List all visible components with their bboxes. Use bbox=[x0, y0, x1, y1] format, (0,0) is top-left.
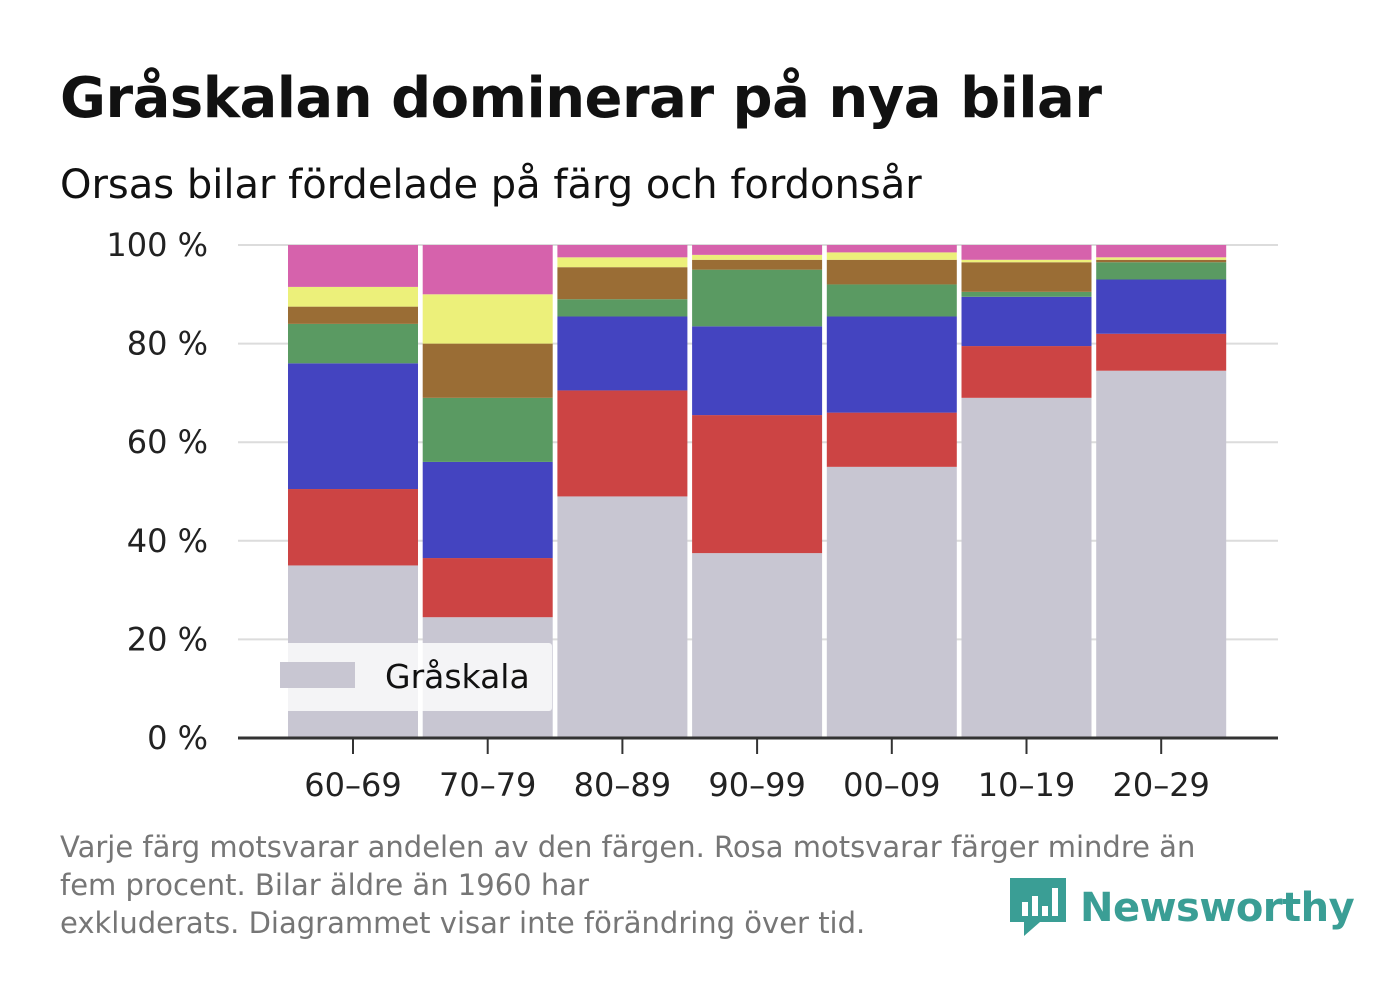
bar-segment bbox=[692, 326, 823, 416]
bar-segment bbox=[961, 262, 1092, 292]
bar-segment bbox=[422, 461, 553, 559]
x-tick-label: 90–99 bbox=[708, 766, 805, 804]
chart-subtitle: Orsas bilar fördelade på färg och fordon… bbox=[60, 162, 922, 208]
bar-segment bbox=[826, 466, 957, 738]
bar-segment bbox=[422, 294, 553, 344]
bar-segment bbox=[1096, 245, 1227, 258]
bar-segment bbox=[961, 245, 1092, 260]
bar-segment bbox=[692, 553, 823, 738]
y-tick-label: 80 % bbox=[127, 325, 208, 363]
bar-segment bbox=[1096, 257, 1227, 260]
bar-segment bbox=[288, 363, 418, 490]
bar-segment bbox=[288, 286, 418, 307]
brand-name: Newsworthy bbox=[1080, 885, 1355, 931]
bar-segment bbox=[692, 245, 823, 255]
bar-segment bbox=[826, 316, 957, 413]
bar-segment bbox=[557, 496, 688, 738]
bar-segment bbox=[692, 259, 823, 270]
bar-segment bbox=[422, 397, 553, 462]
bar-segment bbox=[692, 415, 823, 554]
y-tick-label: 0 % bbox=[147, 719, 208, 757]
legend: Gråskala bbox=[262, 643, 552, 711]
bar-segment bbox=[557, 390, 688, 497]
bar-segment bbox=[1096, 370, 1227, 738]
y-tick-label: 40 % bbox=[127, 522, 208, 560]
x-tick-label: 20–29 bbox=[1112, 766, 1209, 804]
bar-segment bbox=[422, 558, 553, 618]
bar-segment bbox=[1096, 333, 1227, 371]
bars bbox=[288, 245, 1227, 738]
bar-segment bbox=[961, 259, 1092, 263]
newsworthy-brand: Newsworthy bbox=[1010, 878, 1355, 938]
bar-segment bbox=[422, 343, 553, 398]
x-tick-label: 60–69 bbox=[304, 766, 401, 804]
legend-swatch-graskala bbox=[280, 662, 355, 688]
bar-segment bbox=[961, 397, 1092, 738]
legend-label-graskala: Gråskala bbox=[385, 657, 530, 696]
legend-box bbox=[262, 643, 552, 711]
bar-segment bbox=[961, 296, 1092, 347]
newsworthy-logo-icon bbox=[1010, 878, 1066, 936]
y-tick-label: 20 % bbox=[127, 620, 208, 658]
bar-segment bbox=[826, 284, 957, 317]
bar-segment bbox=[557, 245, 688, 258]
bar-segment bbox=[961, 291, 1092, 297]
y-tick-label: 100 % bbox=[106, 226, 208, 264]
bar-segment bbox=[422, 245, 553, 295]
x-tick-label: 10–19 bbox=[978, 766, 1075, 804]
bar-segment bbox=[692, 254, 823, 260]
bar-segment bbox=[826, 259, 957, 285]
bar-segment bbox=[557, 257, 688, 268]
bar-segment bbox=[826, 245, 957, 253]
x-tick-label: 80–89 bbox=[574, 766, 671, 804]
x-axis-ticks: 60–69 70–79 80–89 90–99 00–09 10–19 20–29 bbox=[304, 738, 1210, 804]
footnote-line-2: fem procent. Bilar äldre än 1960 har bbox=[60, 868, 589, 902]
bar-segment bbox=[826, 412, 957, 467]
chart-title: Gråskalan dominerar på nya bilar bbox=[60, 66, 1102, 131]
bar-segment bbox=[557, 316, 688, 391]
bar-segment bbox=[1096, 262, 1227, 280]
bar-segment bbox=[1096, 279, 1227, 334]
bar-segment bbox=[692, 269, 823, 327]
bar-segment bbox=[1096, 259, 1227, 263]
bar-segment bbox=[288, 306, 418, 324]
bar-segment bbox=[826, 252, 957, 260]
footnote-line-1: Varje färg motsvarar andelen av den färg… bbox=[60, 830, 1196, 864]
y-axis-ticks: 0 % 20 % 40 % 60 % 80 % 100 % bbox=[106, 226, 208, 757]
bar-segment bbox=[288, 323, 418, 364]
y-tick-label: 60 % bbox=[127, 423, 208, 461]
footnote-line-3: exkluderats. Diagrammet visar inte förän… bbox=[60, 906, 866, 940]
bar-segment bbox=[288, 245, 418, 287]
bar-segment bbox=[557, 267, 688, 300]
bar-segment bbox=[557, 299, 688, 317]
bar-segment bbox=[961, 346, 1092, 398]
footnote: Varje färg motsvarar andelen av den färg… bbox=[60, 828, 1290, 942]
x-tick-label: 00–09 bbox=[843, 766, 940, 804]
x-tick-label: 70–79 bbox=[439, 766, 536, 804]
bar-segment bbox=[288, 489, 418, 566]
